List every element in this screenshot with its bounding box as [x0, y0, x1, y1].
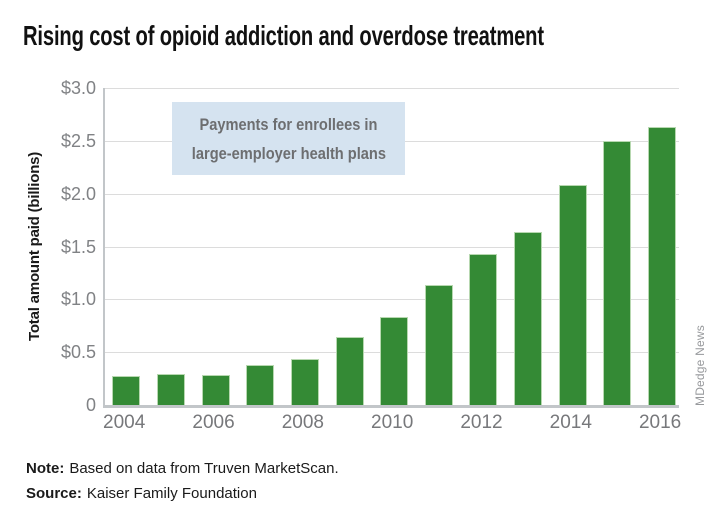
- gridline: [105, 88, 679, 89]
- gridline: [105, 246, 679, 248]
- annotation-line-2: large-employer health plans: [191, 143, 386, 163]
- y-tick-label: $3.0: [60, 78, 96, 98]
- bar-2013: [514, 231, 543, 405]
- plot-area: Payments for enrollees in large-employer…: [103, 88, 679, 408]
- bar-2009: [335, 337, 364, 405]
- x-tick-label: 2016: [638, 412, 682, 433]
- watermark-credit: MDedge News: [693, 325, 707, 406]
- gridline: [105, 299, 679, 301]
- y-tick-label: $1.5: [60, 236, 96, 257]
- bar-2006: [201, 375, 230, 405]
- bar-2010: [380, 317, 409, 405]
- y-tick-label: 0: [85, 395, 96, 415]
- chart-title: Rising cost of opioid addiction and over…: [23, 20, 544, 51]
- annotation-box: Payments for enrollees in large-employer…: [172, 102, 405, 175]
- y-tick-label: $2.5: [60, 130, 96, 151]
- source-text: Source: Kaiser Family Foundation: [26, 485, 257, 502]
- y-tick-label: $0.5: [60, 342, 96, 363]
- bar-2016: [648, 127, 677, 405]
- source-label: Source:: [26, 485, 82, 502]
- bar-2008: [290, 358, 319, 405]
- y-axis-title: Total amount paid (billions): [26, 151, 43, 342]
- note-text: Note: Based on data from Truven MarketSca…: [26, 460, 339, 477]
- gridline: [105, 193, 679, 195]
- bar-2005: [156, 374, 185, 405]
- bar-2011: [424, 284, 453, 405]
- bar-2007: [246, 364, 275, 405]
- x-tick-label: 2012: [460, 412, 503, 433]
- x-tick-label: 2008: [281, 412, 324, 433]
- x-tick-label: 2006: [192, 412, 235, 433]
- x-tick-label: 2010: [371, 412, 414, 433]
- note-label: Note:: [26, 460, 65, 477]
- x-tick-label: 2004: [103, 412, 146, 433]
- bar-2014: [558, 185, 587, 405]
- annotation-line-1: Payments for enrollees in: [199, 114, 378, 134]
- bar-2004: [112, 376, 141, 405]
- bar-2012: [469, 253, 498, 405]
- bar-2015: [603, 140, 632, 405]
- y-tick-label: $2.0: [60, 183, 96, 204]
- x-tick-label: 2014: [549, 412, 592, 433]
- y-tick-label: $1.0: [60, 289, 96, 310]
